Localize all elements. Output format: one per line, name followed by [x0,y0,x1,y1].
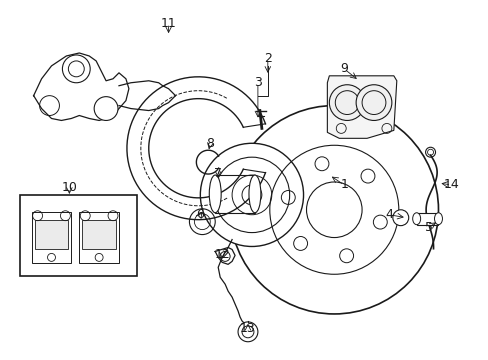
Bar [35,220,68,249]
Text: 5: 5 [424,221,432,234]
Text: 11: 11 [161,17,176,30]
Circle shape [230,105,438,314]
Circle shape [392,210,408,226]
Circle shape [355,85,391,121]
Text: 12: 12 [214,248,229,261]
Polygon shape [326,76,396,138]
Text: 7: 7 [214,167,222,180]
Text: 4: 4 [384,208,392,221]
Text: 3: 3 [253,76,261,89]
Text: 13: 13 [240,322,255,336]
Text: 14: 14 [443,179,458,192]
Ellipse shape [248,175,260,213]
Ellipse shape [434,213,442,225]
Text: 1: 1 [340,179,347,192]
Circle shape [62,55,90,83]
Bar [416,213,438,225]
Bar [32,212,71,264]
Text: 10: 10 [61,181,77,194]
Ellipse shape [209,175,221,213]
Circle shape [94,96,118,121]
Text: 8: 8 [206,137,214,150]
Bar [82,220,116,249]
Text: 9: 9 [340,62,347,75]
Bar [215,175,254,213]
Circle shape [200,143,303,247]
Text: 2: 2 [264,53,271,66]
Circle shape [328,85,365,121]
Circle shape [238,322,257,342]
Bar [79,212,119,264]
Ellipse shape [412,213,420,225]
Bar [20,195,137,276]
Text: 6: 6 [196,208,204,221]
